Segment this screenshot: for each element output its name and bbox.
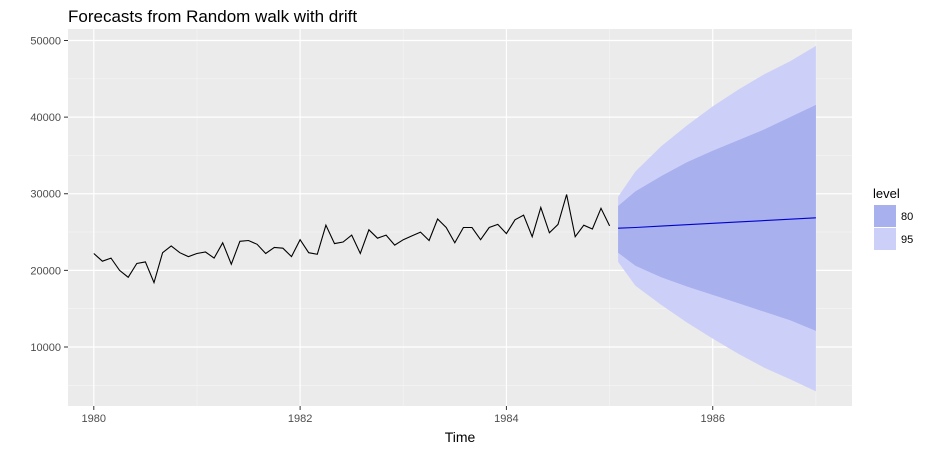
y-tick-label: 40000	[30, 112, 61, 124]
y-tick-label: 50000	[30, 35, 61, 47]
x-tick-label: 1984	[494, 413, 518, 425]
legend: level 80 95	[873, 186, 913, 250]
x-tick-label: 1982	[288, 413, 312, 425]
legend-swatch	[874, 228, 896, 250]
legend-title: level	[873, 186, 900, 201]
y-tick-label: 30000	[30, 189, 61, 201]
band-80	[618, 104, 816, 331]
forecast-layer	[618, 217, 816, 229]
legend-swatch	[874, 205, 896, 227]
legend-label: 80	[901, 211, 913, 223]
chart-title: Forecasts from Random walk with drift	[68, 7, 357, 26]
y-axis: 10000 20000 30000 40000 50000	[30, 35, 68, 354]
legend-label: 95	[901, 234, 913, 246]
y-tick-label: 10000	[30, 342, 61, 354]
x-tick-label: 1980	[82, 413, 106, 425]
x-axis: 1980 1982 1984 1986	[82, 406, 725, 425]
grid-lines	[68, 29, 852, 406]
y-tick-label: 20000	[30, 265, 61, 277]
forecast-mean-line	[618, 217, 816, 229]
legend-items: 80 95	[874, 205, 913, 250]
x-axis-title: Time	[445, 429, 476, 445]
history-line	[93, 194, 611, 285]
band-80-layer	[618, 104, 816, 331]
history-layer	[93, 194, 611, 285]
x-tick-label: 1986	[700, 413, 724, 425]
